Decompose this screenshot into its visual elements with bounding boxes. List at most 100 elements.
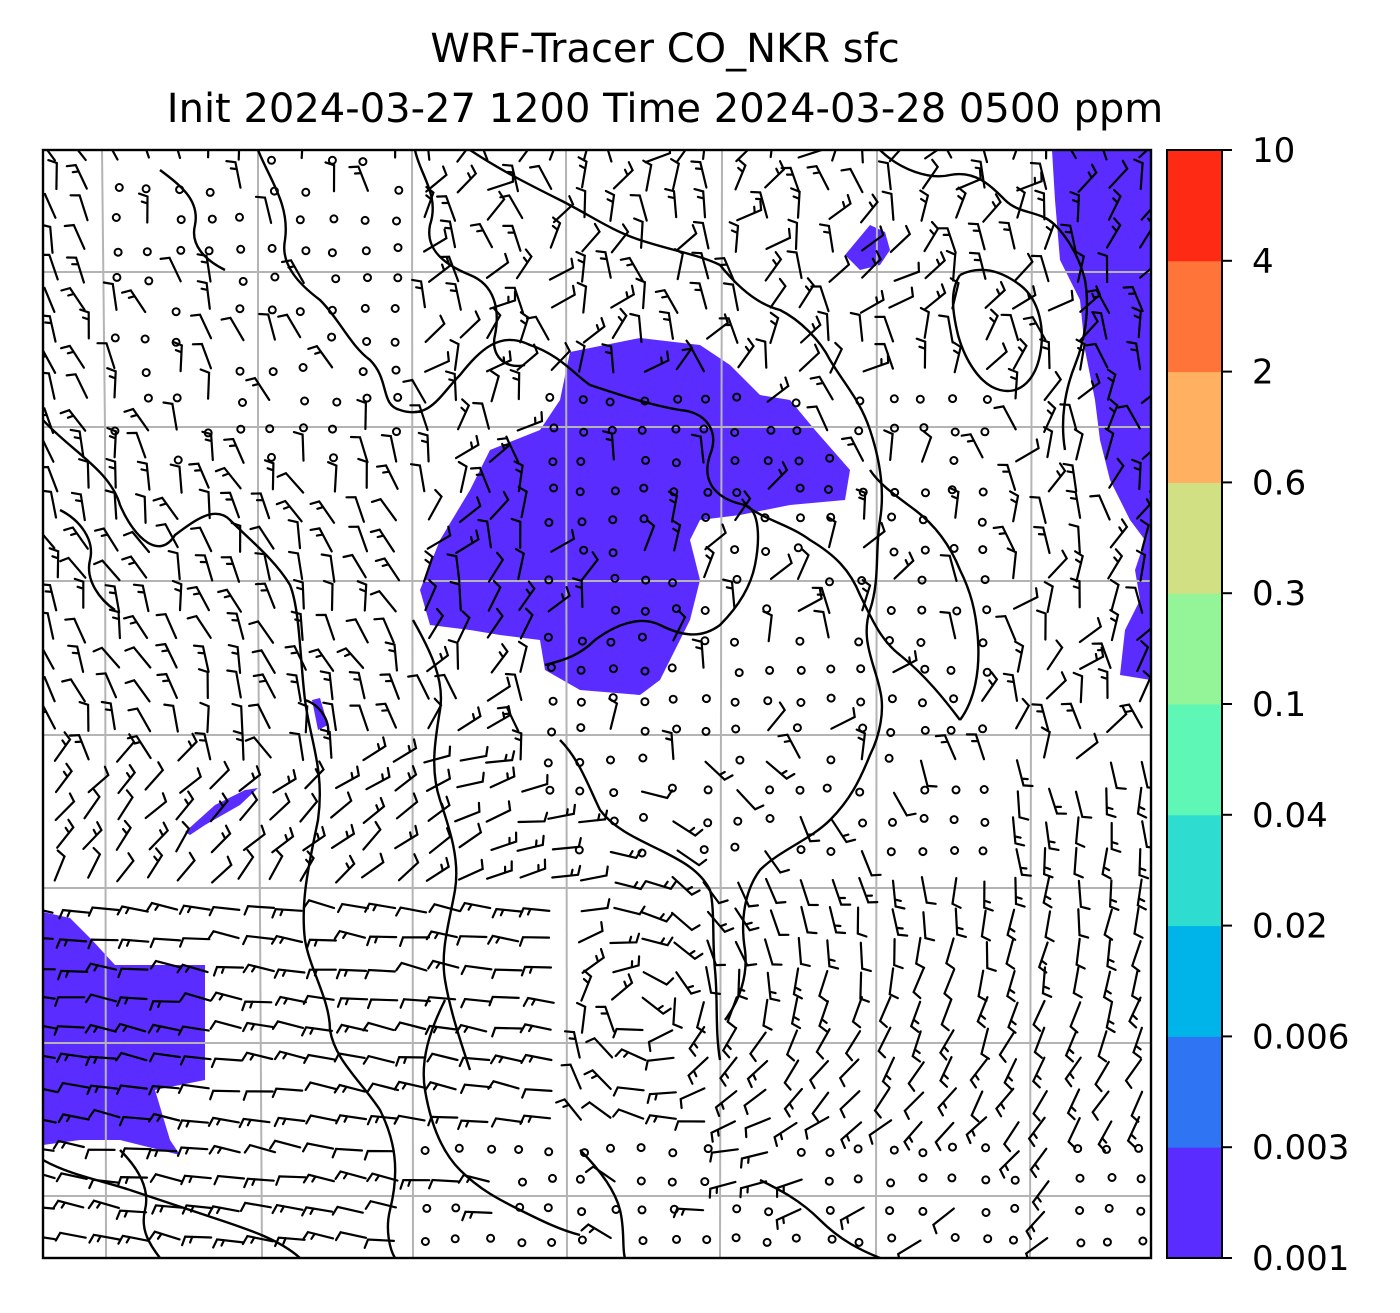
wind-barb [171, 579, 183, 612]
wind-barb [459, 901, 492, 913]
wind-barb [496, 437, 520, 463]
wind-barb [55, 938, 88, 949]
wind-barb [394, 1021, 427, 1032]
wind-barb [456, 771, 485, 789]
wind-barb [488, 995, 520, 1007]
wind-barb [436, 195, 457, 222]
wind-barb [920, 876, 937, 905]
wind-barb [1009, 490, 1020, 523]
wind-barb [491, 1026, 523, 1038]
wind-barb [331, 1205, 364, 1216]
calm-wind-marker [1073, 1144, 1083, 1154]
wind-barb [1089, 494, 1111, 521]
wind-barb [70, 491, 86, 522]
wind-barb [230, 521, 242, 553]
colorbar-band [1167, 1036, 1222, 1148]
wind-barb [145, 901, 179, 912]
wind-barb [132, 583, 150, 613]
calm-wind-marker [144, 276, 154, 286]
calm-wind-marker [545, 392, 555, 402]
calm-wind-marker [610, 573, 620, 583]
wind-barb [149, 1173, 182, 1183]
gridline [101, 150, 107, 1258]
wind-barb [73, 577, 85, 609]
wind-barb [302, 899, 336, 910]
coastline [43, 419, 397, 1258]
calm-wind-marker [667, 783, 677, 793]
wind-barb [364, 902, 397, 913]
wind-barb [199, 368, 211, 400]
wind-barb [208, 905, 241, 917]
calm-wind-marker [639, 514, 649, 524]
wind-barb [1131, 458, 1142, 491]
wind-barb [1043, 426, 1054, 459]
wind-barb [152, 496, 179, 520]
calm-wind-marker [299, 423, 308, 433]
wind-barb [43, 1173, 56, 1180]
wind-barb [245, 376, 271, 401]
wind-barb [207, 1116, 240, 1127]
wind-barb [427, 795, 451, 822]
wind-barb [335, 968, 368, 980]
wind-barb [55, 1172, 88, 1183]
wind-barb [982, 150, 989, 164]
wind-barb [496, 706, 520, 732]
wind-barb [425, 930, 458, 941]
calm-wind-marker [236, 244, 246, 254]
wind-barb [177, 1083, 210, 1094]
wind-barb [1047, 462, 1067, 493]
colorbar-tick-label: 4 [1252, 242, 1274, 282]
calm-wind-marker [854, 1237, 864, 1247]
wind-barb [356, 398, 368, 431]
wind-barb [1105, 217, 1122, 249]
wind-barb [117, 967, 149, 979]
wind-barb [333, 929, 366, 940]
wind-barb [1086, 288, 1111, 314]
wind-barb [424, 314, 446, 343]
wind-barb [144, 792, 168, 820]
wind-barb [333, 1052, 366, 1063]
wind-barb [395, 792, 419, 820]
wind-barb [1140, 760, 1151, 789]
wind-barb [797, 588, 823, 612]
wind-barb [952, 341, 962, 374]
wind-barb [581, 947, 605, 974]
wind-barb [190, 313, 213, 340]
wind-barb [1016, 171, 1043, 192]
wind-barb [980, 1027, 991, 1060]
wind-barb [1015, 697, 1031, 730]
calm-wind-marker [949, 456, 959, 465]
wind-barb [1024, 1237, 1049, 1258]
calm-wind-marker [358, 367, 368, 377]
wind-barb [529, 164, 553, 190]
wind-barb [1106, 368, 1117, 401]
calm-wind-marker [981, 1143, 991, 1153]
calm-wind-marker [700, 1177, 710, 1187]
wind-barb [1069, 1001, 1082, 1034]
calm-wind-marker [576, 697, 586, 707]
wind-barb [641, 911, 674, 923]
wind-barb [181, 1235, 213, 1247]
wind-barb [855, 728, 867, 761]
wind-barb [59, 408, 87, 432]
wind-barb [363, 1238, 395, 1249]
wind-barb [93, 559, 121, 582]
wind-barb [888, 286, 915, 309]
wind-barb [214, 466, 242, 490]
wind-barb [176, 851, 196, 882]
wind-barb [241, 1051, 274, 1062]
tracer-plume-streak [185, 788, 258, 835]
wind-barb [155, 522, 179, 549]
calm-wind-marker [765, 785, 775, 795]
wind-barb [767, 461, 789, 490]
wind-barb [909, 1000, 922, 1033]
wind-barb [1044, 910, 1055, 943]
wind-barb [681, 347, 706, 373]
wind-barb [612, 955, 641, 974]
wind-barb [254, 552, 271, 581]
wind-barb [65, 163, 88, 190]
calm-wind-marker [238, 276, 248, 286]
wind-barb [521, 1088, 553, 1099]
wind-barb [513, 460, 524, 493]
calm-wind-marker [576, 457, 586, 466]
